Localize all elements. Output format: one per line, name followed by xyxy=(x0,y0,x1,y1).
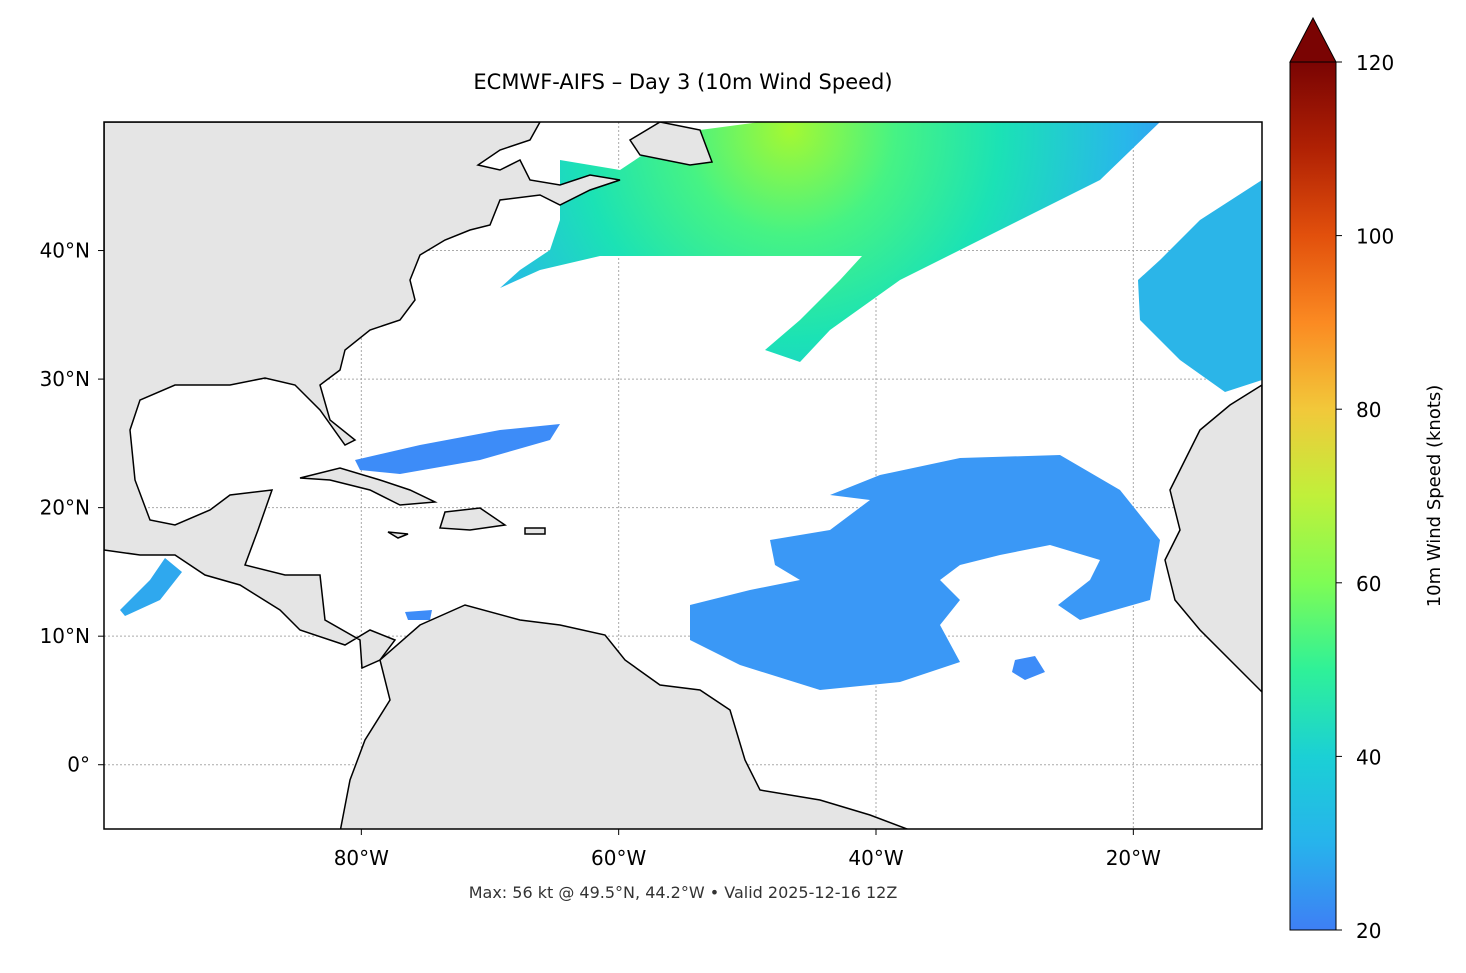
colorbar-tick-label: 40 xyxy=(1356,745,1381,769)
wind-field xyxy=(355,424,560,474)
x-tick-label: 40°W xyxy=(848,846,903,870)
colorbar-body xyxy=(1289,61,1337,931)
wind-field xyxy=(1138,180,1262,392)
colorbar-extend xyxy=(1289,16,1337,63)
land xyxy=(104,122,621,670)
footer-note: Max: 56 kt @ 49.5°N, 44.2°W • Valid 2025… xyxy=(469,883,898,902)
y-tick-label: 10°N xyxy=(40,624,90,648)
axes: 80°W 60°W 40°W 20°W 0° 10°N 20°N 30°N 40°N xyxy=(40,239,1162,870)
y-tick-label: 0° xyxy=(67,753,90,777)
land xyxy=(339,604,910,829)
wind-field xyxy=(120,558,182,616)
wind-field xyxy=(500,122,1160,362)
colorbar: 10m Wind Speed (knots) 20 40 60 80 100 120 xyxy=(1289,16,1445,943)
colorbar-tick-label: 20 xyxy=(1356,919,1381,943)
map-title: ECMWF-AIFS – Day 3 (10m Wind Speed) xyxy=(473,70,892,94)
map-area xyxy=(104,122,1262,829)
land xyxy=(299,467,546,539)
colorbar-tick-label: 100 xyxy=(1356,225,1394,249)
y-tick-label: 40°N xyxy=(40,239,90,263)
colorbar-tick-label: 60 xyxy=(1356,572,1381,596)
colorbar-tick-label: 120 xyxy=(1356,51,1394,75)
colorbar-tick-label: 80 xyxy=(1356,398,1381,422)
x-tick-label: 20°W xyxy=(1106,846,1161,870)
x-tick-label: 60°W xyxy=(591,846,646,870)
x-tick-label: 80°W xyxy=(334,846,389,870)
y-tick-label: 30°N xyxy=(40,367,90,391)
land xyxy=(1164,384,1262,694)
y-tick-label: 20°N xyxy=(40,496,90,520)
map-frame xyxy=(103,121,1263,830)
wind-field xyxy=(690,455,1160,690)
land xyxy=(628,122,714,166)
colorbar-label: 10m Wind Speed (knots) xyxy=(1424,385,1445,608)
